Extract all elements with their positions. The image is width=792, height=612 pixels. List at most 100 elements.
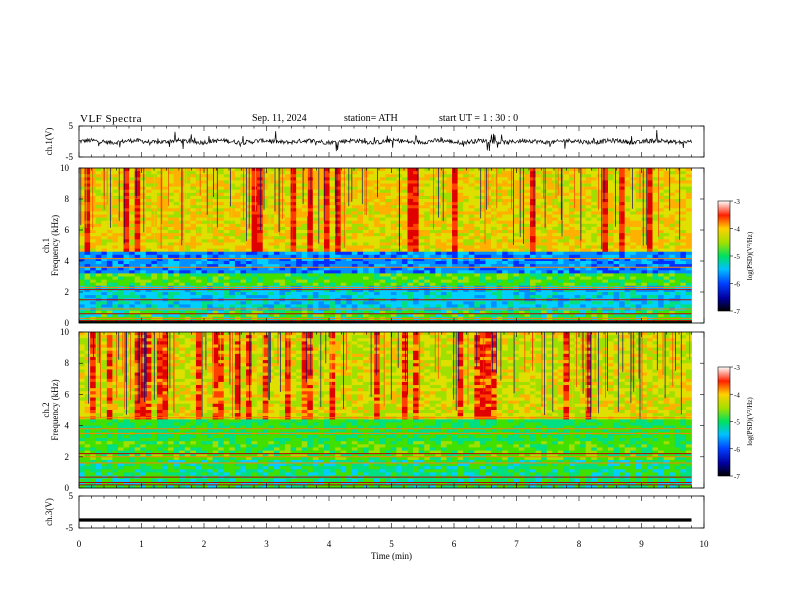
spectrogram-cell	[123, 267, 130, 271]
spectrogram-cell	[407, 205, 414, 209]
spectrogram-cell	[552, 177, 559, 181]
spectrogram-cell	[452, 257, 459, 262]
spectrogram-cell	[95, 273, 102, 277]
spectrogram-cell	[117, 202, 124, 206]
spectrogram-cell	[285, 180, 291, 184]
spectrogram-cell	[596, 211, 603, 215]
spectrogram-cell	[401, 304, 408, 308]
spectrogram-cell	[541, 208, 548, 212]
spectrogram-cell	[463, 276, 470, 280]
spectrogram-cell	[134, 192, 141, 197]
spectrogram-cell	[496, 174, 503, 178]
spectrogram-cell	[574, 211, 581, 215]
spectrogram-cell	[407, 292, 414, 296]
spectrogram-cell	[541, 233, 548, 237]
spectrogram-cell	[591, 313, 598, 318]
spectrogram-cell	[535, 208, 542, 212]
spectrogram-cell	[379, 205, 386, 209]
spectrogram-cell	[563, 195, 570, 200]
spectrogram-cell	[90, 301, 97, 305]
spectrogram-cell	[346, 270, 353, 274]
spectrogram-cell	[229, 226, 236, 231]
spectrogram-cell	[223, 180, 230, 184]
spectrogram-cell	[234, 292, 241, 296]
spectrogram-cell	[530, 248, 536, 253]
spectrogram-cell	[390, 236, 397, 240]
spectrogram-cell	[218, 257, 225, 262]
spectrogram-cell	[563, 295, 570, 299]
spectrogram-cell	[429, 230, 436, 234]
spectrogram-cell	[79, 186, 85, 191]
spectrogram-cell	[580, 239, 587, 243]
spectrogram-cell	[218, 217, 225, 222]
spectrogram-cell	[580, 171, 587, 175]
spectrogram-cell	[106, 186, 113, 191]
spectrogram-cell	[106, 208, 113, 212]
spectrogram-cell	[524, 261, 531, 265]
spectrogram-cell	[296, 304, 303, 308]
spectrogram-cell	[262, 183, 269, 187]
spectrogram-cell	[541, 214, 548, 218]
spectrogram-cell	[112, 236, 119, 240]
spectrogram-cell	[413, 223, 420, 228]
spectrogram-cell	[541, 202, 548, 206]
spectrogram-cell	[357, 257, 364, 262]
spectrogram-cell	[251, 248, 258, 253]
spectrogram-cell	[502, 220, 509, 225]
spectrogram-cell	[262, 304, 269, 308]
spectrogram-cell	[162, 220, 169, 225]
spectrogram-cell	[452, 295, 459, 299]
spectrogram-cell	[335, 233, 342, 237]
spectrogram-cell	[362, 202, 369, 206]
spectrogram-cell	[446, 313, 453, 318]
spectrogram-cell	[173, 267, 180, 271]
spectrogram-cell	[162, 261, 169, 265]
spectrogram-cell	[201, 273, 208, 277]
spectrogram-cell	[129, 177, 136, 181]
spectrogram-cell	[95, 168, 102, 172]
spectrogram-cell	[129, 310, 136, 315]
spectrogram-cell	[145, 186, 152, 191]
spectrogram-cell	[574, 199, 581, 203]
spectrogram-cell	[90, 239, 97, 243]
spectrogram-cell	[262, 214, 269, 218]
spectrogram-cell	[129, 254, 136, 259]
spectrogram-cell	[184, 195, 191, 200]
spectrogram-cell	[324, 310, 330, 315]
spectrogram-cell	[357, 261, 364, 265]
spectrogram-cell	[413, 295, 420, 299]
spectrogram-cell	[585, 174, 592, 178]
spectrogram-cell	[385, 208, 392, 212]
spectrogram-cell	[574, 270, 581, 274]
spectrogram-cell	[229, 202, 236, 206]
spectrogram-cell	[546, 261, 553, 265]
spectrogram-cell	[179, 208, 186, 212]
spectrogram-cell	[212, 273, 219, 277]
spectrogram-cell	[134, 282, 141, 287]
spectrogram-cell	[201, 276, 208, 280]
spectrogram-cell	[491, 248, 498, 253]
spectrogram-cell	[557, 208, 564, 212]
spectrogram-cell	[101, 220, 108, 225]
spectrogram-cell	[557, 295, 564, 299]
spectrogram-cell	[546, 233, 553, 237]
spectrogram-cell	[268, 233, 275, 237]
spectrogram-cell	[351, 301, 358, 305]
spectrogram-cell	[457, 279, 464, 284]
spectrogram-cell	[474, 214, 481, 218]
spectrogram-cell	[496, 177, 503, 181]
spectrogram-cell	[518, 174, 525, 178]
spectrogram-cell	[190, 180, 197, 184]
spectrogram-cell	[134, 254, 141, 259]
spectrogram-cell	[602, 202, 609, 206]
spectrogram-cell	[246, 245, 253, 249]
spectrogram-cell	[179, 248, 186, 253]
spectrogram-cell	[195, 251, 202, 256]
spectrogram-cell	[318, 273, 325, 277]
spectrogram-cell	[273, 202, 280, 206]
spectrogram-cell	[413, 245, 420, 249]
spectrogram-cell	[301, 171, 308, 175]
spectrogram-cell	[418, 202, 425, 206]
spectrogram-cell	[474, 292, 481, 296]
spectrogram-cell	[273, 304, 280, 308]
